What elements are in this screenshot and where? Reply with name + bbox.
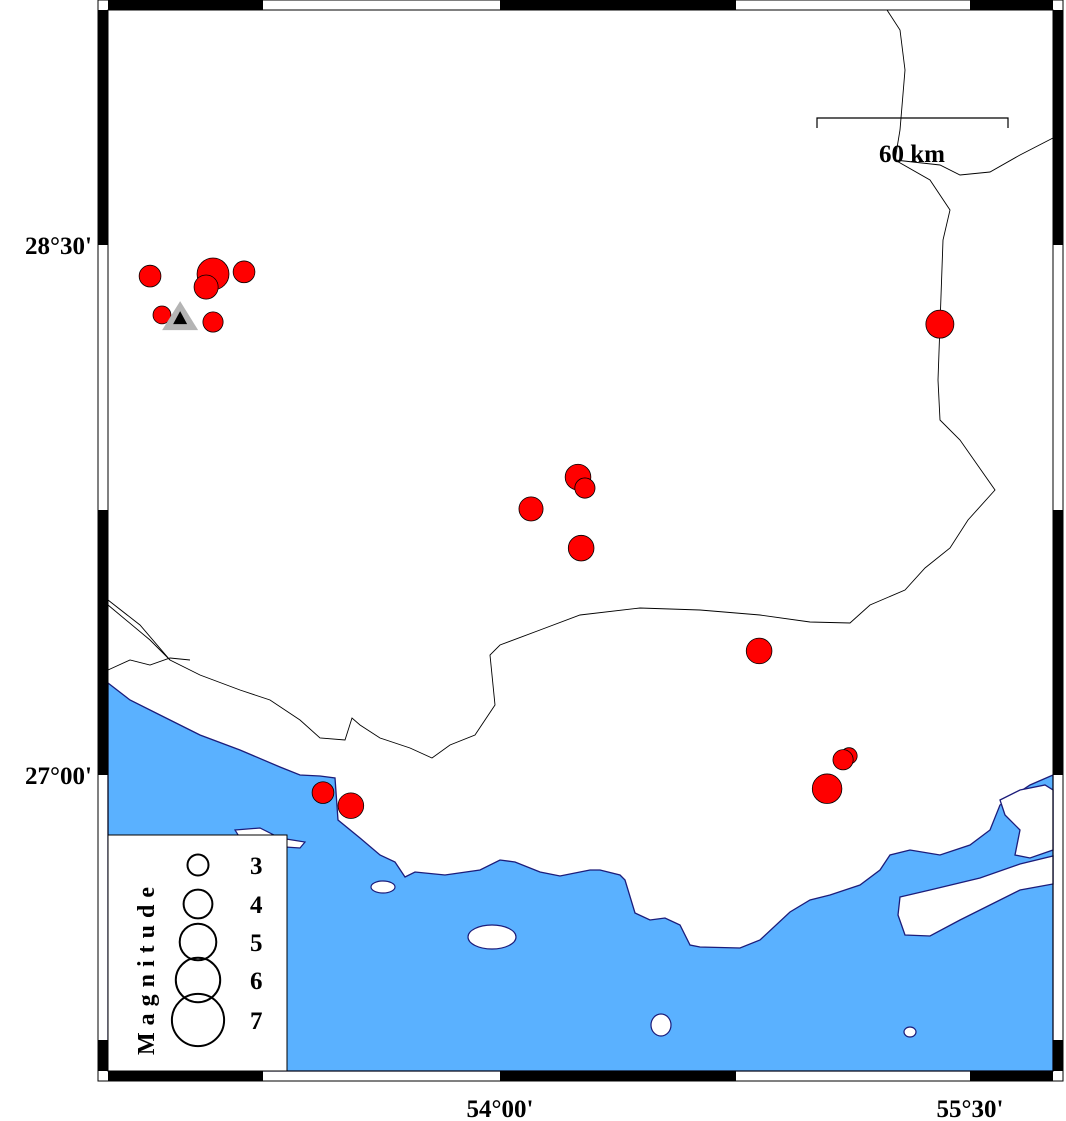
lon-label-55-30: 55°30' bbox=[937, 1096, 1004, 1121]
legend-circle-3 bbox=[186, 853, 210, 877]
earthquake-event-7 bbox=[925, 309, 955, 339]
island bbox=[897, 855, 1054, 937]
earthquake-event-4 bbox=[193, 274, 219, 300]
magnitude-legend: Magnitude 3 4 5 6 7 bbox=[107, 834, 288, 1072]
earthquake-event-11 bbox=[567, 534, 595, 562]
legend-label-5: 5 bbox=[250, 930, 263, 957]
island bbox=[903, 1026, 917, 1038]
legend-circle-7 bbox=[170, 992, 226, 1048]
lat-label-28-30: 28°30' bbox=[25, 233, 92, 260]
earthquake-event-3 bbox=[232, 260, 256, 284]
legend-circle-6 bbox=[174, 956, 222, 1004]
scale-bar-label: 60 km bbox=[879, 141, 945, 168]
earthquake-event-1 bbox=[138, 264, 162, 288]
events-layer bbox=[138, 257, 955, 819]
legend-label-4: 4 bbox=[250, 892, 263, 919]
earthquake-event-16 bbox=[311, 781, 335, 804]
lat-label-27-00: 27°00' bbox=[25, 763, 92, 790]
island bbox=[467, 924, 517, 950]
legend-title: Magnitude bbox=[134, 880, 160, 1055]
legend-circle-5 bbox=[178, 922, 218, 962]
island bbox=[370, 880, 396, 894]
earthquake-event-6 bbox=[202, 311, 224, 333]
earthquake-event-9 bbox=[574, 477, 596, 499]
island bbox=[650, 1013, 672, 1037]
earthquake-event-14 bbox=[832, 749, 854, 771]
province-borders bbox=[107, 9, 1054, 759]
legend-label-6: 6 bbox=[250, 968, 263, 995]
earthquake-event-5 bbox=[152, 305, 172, 325]
map-frame bbox=[97, 0, 1064, 1082]
legend-circle-4 bbox=[182, 888, 214, 920]
station-layer bbox=[162, 301, 199, 331]
earthquake-event-17 bbox=[337, 792, 365, 819]
earthquake-event-12 bbox=[745, 637, 773, 665]
earthquake-event-10 bbox=[518, 496, 544, 522]
earthquake-event-15 bbox=[811, 773, 843, 804]
islets bbox=[999, 784, 1054, 859]
legend-label-3: 3 bbox=[250, 853, 263, 880]
station-inner-triangle-icon bbox=[173, 311, 188, 325]
lon-label-54-00: 54°00' bbox=[467, 1096, 534, 1121]
scale-bar: 60 km bbox=[816, 117, 1009, 168]
legend-label-7: 7 bbox=[250, 1008, 263, 1035]
